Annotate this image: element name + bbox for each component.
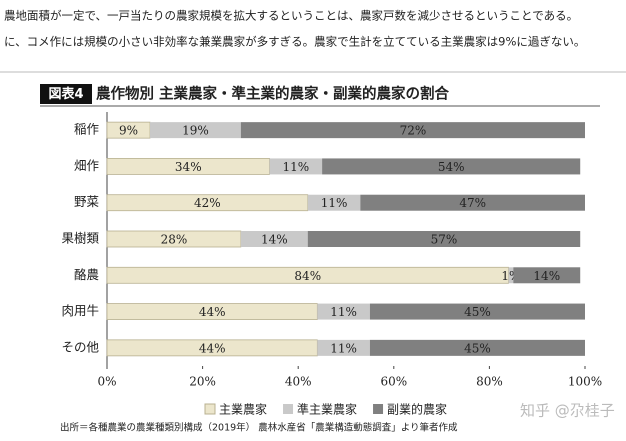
value-label: 44% — [199, 305, 226, 319]
bar-segment — [369, 339, 585, 356]
y-tick-label: 稲作 — [74, 122, 100, 137]
bar-segment — [513, 267, 581, 284]
bar-segment — [508, 267, 514, 284]
value-label: 11% — [282, 160, 309, 174]
legend-label: 副業的農家 — [387, 402, 447, 417]
legend-swatch — [204, 403, 216, 415]
value-label: 28% — [161, 233, 188, 247]
source: 出所＝各種農業の農業種類別構成（2019年） 農林水産省「農業構造動態調査」より… — [60, 422, 458, 434]
legend-label: 主業農家 — [219, 402, 267, 417]
intro-line: 農地面積が一定で、一戸当たりの農家規模を拡大するということは、農家戸数を減少させ… — [4, 9, 578, 23]
value-label: 11% — [330, 341, 357, 355]
bar-segment — [240, 231, 308, 247]
bar-segment — [307, 194, 361, 211]
value-label: 9% — [119, 124, 138, 138]
figure-label: 図表4 — [48, 86, 83, 102]
legend-label: 準主業農家 — [297, 402, 357, 417]
value-label: 42% — [194, 196, 221, 210]
value-label: 14% — [533, 269, 560, 283]
y-tick-label: 野菜 — [74, 194, 100, 209]
value-label: 44% — [199, 341, 226, 355]
value-label: 45% — [464, 305, 491, 319]
bar-segment — [307, 231, 581, 247]
bar-segment — [317, 339, 370, 356]
value-label: 54% — [438, 160, 465, 174]
bar-segment — [360, 194, 585, 211]
value-label: 47% — [459, 196, 486, 210]
value-label: 45% — [464, 341, 491, 355]
value-label: 34% — [175, 160, 202, 174]
figure-label-box — [40, 84, 92, 104]
value-label: 84% — [294, 269, 321, 283]
value-label: 72% — [400, 124, 427, 138]
x-tick-label: 80% — [476, 375, 503, 389]
bar-segment — [150, 122, 241, 139]
y-tick-label: 果樹類 — [61, 231, 99, 246]
x-tick-label: 100% — [568, 375, 602, 389]
legend-swatch — [373, 404, 384, 414]
bar-segment — [317, 303, 370, 320]
value-label: 19% — [182, 124, 209, 138]
bar-segment — [322, 158, 581, 175]
value-label: 11% — [330, 305, 357, 319]
legend-swatch — [283, 404, 294, 414]
chart-title: 農作物別 主業農家・準主業的農家・副業的農家の割合 — [96, 85, 450, 103]
value-label: 11% — [321, 196, 348, 210]
bar-segment — [369, 303, 585, 320]
intro-line: に、コメ作には規模の小さい非効率な兼業農家が多すぎる。農家で生計を立てている主業… — [4, 35, 585, 49]
value-label: 14% — [261, 233, 288, 247]
value-label: 57% — [431, 233, 458, 247]
y-tick-label: 畑作 — [74, 158, 100, 173]
x-tick-label: 0% — [97, 375, 116, 389]
watermark: 知乎 @尕桂子 — [520, 402, 615, 420]
y-tick-label: その他 — [61, 339, 99, 354]
bar-segment — [269, 158, 323, 175]
x-tick-label: 60% — [380, 375, 407, 389]
y-tick-label: 酪農 — [74, 267, 99, 282]
x-tick-label: 40% — [285, 375, 312, 389]
y-tick-label: 肉用牛 — [61, 303, 99, 318]
x-tick-label: 20% — [189, 375, 216, 389]
bar-segment — [240, 122, 585, 139]
